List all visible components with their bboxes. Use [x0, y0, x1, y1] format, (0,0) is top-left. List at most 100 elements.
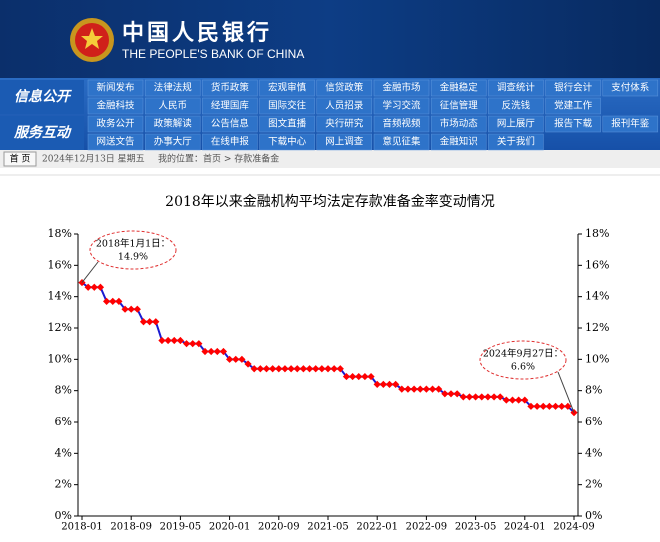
y2-tick-label: 6%	[585, 415, 602, 428]
marker	[465, 393, 474, 401]
nav-cell	[488, 133, 544, 151]
marker	[342, 372, 351, 381]
nav-link[interactable]: 银行会计	[554, 82, 593, 94]
y2-tick-label: 14%	[585, 290, 609, 303]
nav-link[interactable]: 人民币	[158, 101, 187, 112]
marker	[558, 402, 566, 410]
nav-link[interactable]: 政务公开	[96, 118, 135, 130]
x-tick-label: 2022-01	[356, 522, 398, 533]
annotation-ellipse	[89, 230, 177, 270]
home-button-label[interactable]: 首 页	[10, 153, 31, 165]
nav-link[interactable]: 政策解读	[154, 118, 193, 130]
marker	[305, 365, 314, 373]
marker	[250, 365, 258, 373]
site-title-en: THE PEOPLE'S BANK OF CHINA	[122, 47, 304, 61]
marker	[410, 385, 418, 393]
y-tick-label: 0%	[55, 509, 72, 522]
marker	[232, 355, 240, 363]
marker	[361, 372, 369, 381]
nav-link[interactable]: 金融稳定	[440, 82, 479, 94]
nav-link[interactable]: 意见征集	[382, 136, 421, 148]
x-tick-label: 2019-05	[160, 522, 202, 533]
nav-link[interactable]: 金融市场	[382, 82, 420, 94]
nav-cell	[602, 115, 659, 133]
chart-title: 2018年以来金融机构平均法定存款准备金率变动情况	[165, 193, 495, 210]
nav-link[interactable]: 党建工作	[554, 100, 593, 112]
nav-link[interactable]: 法律法规	[154, 82, 193, 94]
nav-cell	[430, 97, 487, 115]
nav-link[interactable]: 在线申报	[211, 136, 250, 148]
marker	[115, 297, 123, 305]
marker	[293, 365, 301, 373]
nav-link[interactable]: 市场动态	[440, 118, 479, 130]
marker	[521, 396, 529, 404]
marker	[109, 297, 117, 305]
nav-link[interactable]: 经理国库	[211, 100, 250, 112]
nav-link[interactable]: 关于我们	[497, 136, 535, 148]
nav-link[interactable]: 网送文告	[96, 136, 134, 148]
annotation-text: 14.9%	[118, 252, 148, 263]
nav-link[interactable]: 新闻发布	[96, 82, 134, 94]
nav-link[interactable]: 征信管理	[440, 100, 479, 112]
nav-cell	[259, 133, 315, 151]
nav-link[interactable]: 货币政策	[211, 82, 250, 94]
nav-link[interactable]: 央行研究	[325, 118, 364, 130]
marker	[275, 365, 283, 373]
y2-tick-label: 2%	[585, 478, 602, 491]
marker	[226, 355, 234, 363]
nav-cell	[87, 79, 144, 97]
nav-link[interactable]: 金融知识	[440, 136, 478, 148]
nav-link[interactable]: 支付体系	[611, 82, 649, 94]
nav-link[interactable]: 报告下载	[554, 118, 593, 130]
nav-link[interactable]: 下载中心	[268, 136, 307, 148]
nav-cell	[430, 79, 487, 97]
marker	[262, 365, 271, 373]
breadcrumb-bar	[0, 150, 660, 168]
x-tick-label: 2024-09	[553, 522, 595, 533]
marker	[484, 393, 492, 401]
nav-link[interactable]: 公告信息	[211, 118, 249, 130]
nav-link[interactable]: 网上展厅	[497, 119, 536, 130]
nav-cell	[87, 115, 144, 133]
annotation-text: 2018年1月1日：	[96, 238, 170, 250]
nav-link[interactable]: 音频视频	[382, 118, 421, 130]
nav-link[interactable]: 金融科技	[96, 100, 135, 112]
marker	[256, 365, 264, 373]
marker	[349, 372, 357, 381]
nav-section-label[interactable]: 服务互动	[13, 124, 72, 141]
home-button[interactable]	[3, 151, 37, 167]
nav-link[interactable]: 人员招录	[325, 100, 364, 112]
marker	[392, 380, 400, 388]
nav-cell	[202, 79, 258, 97]
y-tick-label: 18%	[48, 227, 72, 240]
nav-link[interactable]: 网上调查	[325, 136, 364, 148]
y-tick-label: 4%	[55, 446, 72, 459]
marker	[355, 372, 363, 381]
nav-link[interactable]: 报刊年鉴	[611, 118, 650, 130]
nav-cell	[545, 97, 601, 115]
nav-section-label[interactable]: 信息公开	[14, 88, 72, 105]
nav-cell	[545, 115, 601, 133]
nav-cell	[144, 115, 201, 133]
nav-link[interactable]: 国际交往	[268, 100, 307, 112]
nav-link[interactable]: 图文直播	[268, 118, 307, 130]
nav-cell	[545, 79, 601, 97]
marker	[96, 283, 105, 291]
marker	[281, 365, 289, 373]
x-tick-label: 2018-09	[110, 522, 152, 533]
marker	[324, 365, 332, 373]
marker	[152, 318, 160, 326]
nav-link[interactable]: 学习交流	[382, 100, 421, 112]
nav-link[interactable]: 宏观审慎	[268, 82, 307, 94]
nav-link[interactable]: 反洗钱	[502, 100, 531, 112]
marker	[244, 360, 252, 368]
nav-link[interactable]: 信贷政策	[325, 82, 364, 94]
marker	[318, 365, 326, 373]
marker	[539, 402, 547, 410]
marker	[453, 390, 461, 398]
marker	[478, 393, 486, 401]
nav-link[interactable]: 调查统计	[497, 82, 536, 94]
nav-link[interactable]: 办事大厅	[154, 136, 193, 148]
nav-cell	[602, 79, 659, 97]
